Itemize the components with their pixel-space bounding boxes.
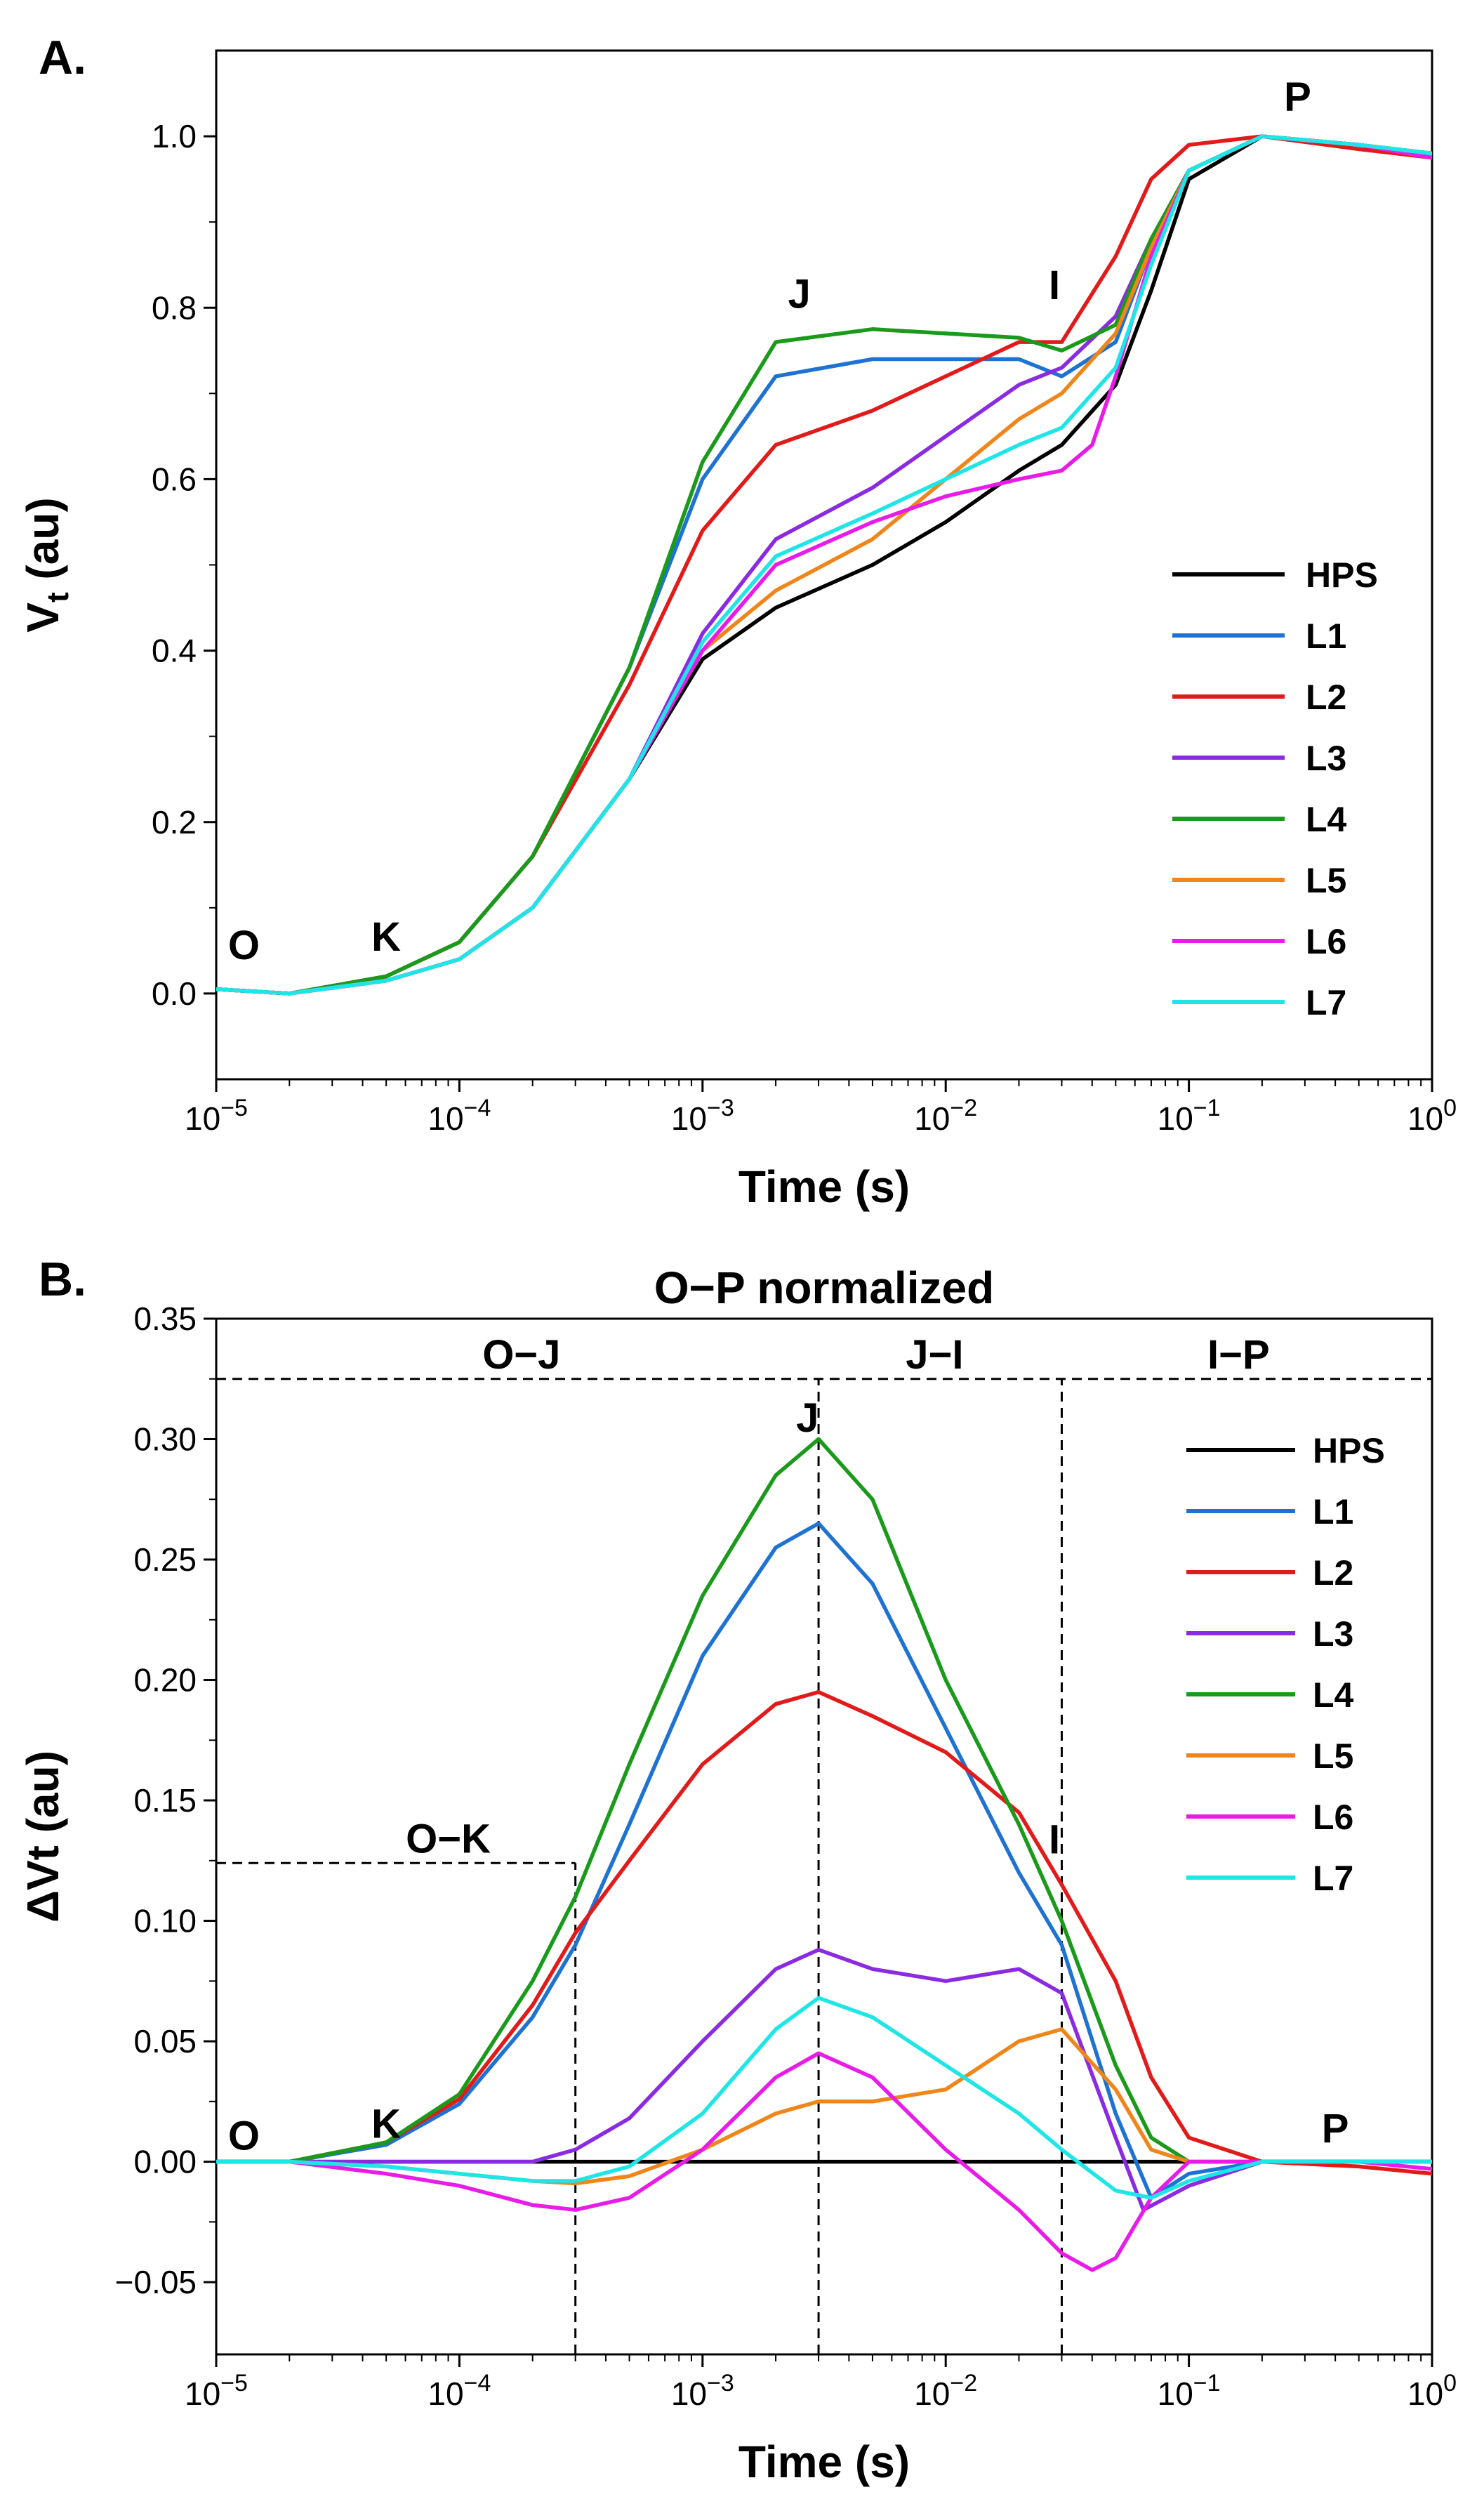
legend-label: L4 (1306, 800, 1347, 839)
phase-label: J−I (906, 1332, 963, 1378)
series-line-l7 (216, 1996, 1432, 2200)
x-axis-label: Time (s) (738, 1161, 910, 1212)
chart-title: O−P normalized (654, 1263, 994, 1313)
y-tick-label: 0.25 (133, 1541, 197, 1578)
x-tick-label: 10−2 (914, 2370, 977, 2412)
legend-label: L4 (1313, 1675, 1354, 1715)
x-axis-label: Time (s) (738, 2437, 910, 2487)
point-label-p: P (1284, 74, 1311, 119)
y-tick-label: 0.00 (133, 2144, 197, 2180)
phase-label: O−J (482, 1332, 560, 1378)
panel-label: A. (39, 31, 86, 84)
legend-label: L6 (1313, 1798, 1353, 1837)
y-tick-label: 0.6 (152, 461, 197, 497)
y-axis-label: Vt (au) (18, 497, 75, 632)
y-tick-label: 0.15 (133, 1782, 197, 1819)
y-tick-label: 0.4 (152, 633, 197, 669)
y-tick-label: 1.0 (152, 118, 197, 154)
point-label-k: K (371, 2101, 401, 2147)
series-line-l2 (216, 1689, 1432, 2176)
chart-panel-a: A. 10−5 10−4 10−3 10−2 10−1 100 0.0 0.2 0.4 0.6 0.8… (18, 31, 1457, 1212)
legend-label: L3 (1306, 739, 1346, 778)
series-group (216, 1437, 1432, 2272)
y-tick-label: 0.30 (133, 1421, 197, 1458)
x-tick-label: 10−3 (671, 2370, 734, 2412)
y-tick-label: 0.35 (133, 1300, 197, 1337)
legend-label: L2 (1313, 1553, 1353, 1593)
legend-label: L3 (1313, 1614, 1353, 1654)
x-tick-label: 10−3 (671, 1095, 734, 1137)
y-tick-label: 0.0 (152, 975, 197, 1012)
point-label-i: I (1049, 1817, 1060, 1863)
series-line-l6 (216, 2051, 1432, 2272)
series-line-l3 (216, 1947, 1432, 2212)
series-line-l1 (216, 1521, 1432, 2200)
x-tick-label: 10−5 (185, 2370, 248, 2412)
legend-label: L5 (1306, 861, 1346, 900)
legend-label: L1 (1306, 617, 1346, 656)
y-tick-label: 0.8 (152, 289, 197, 326)
point-label-j: J (788, 271, 811, 317)
legend-label: L1 (1313, 1492, 1353, 1531)
series-line-l5 (216, 134, 1432, 996)
series-group (216, 134, 1432, 996)
point-label-i: I (1049, 263, 1060, 308)
y-tick-label: 0.20 (133, 1662, 197, 1699)
legend-label: L6 (1306, 922, 1346, 961)
legend-label: HPS (1306, 555, 1378, 595)
y-tick-label: 0.05 (133, 2023, 197, 2059)
point-label-j: J (796, 1395, 819, 1441)
plot-frame (215, 1317, 1433, 2356)
chart-panel-b: B. O−P normalized 10−5 10−4 10−3 10−2 10−1 100 −… (18, 1253, 1457, 2487)
phase-label: O−K (406, 1816, 491, 1861)
legend: HPS L1 L2 L3 L4 L5 L6 L7 (1172, 555, 1378, 1022)
y-axis-label: ΔVt (au) (18, 1751, 68, 1923)
phase-label: I−P (1207, 1332, 1270, 1378)
legend-label: L5 (1313, 1736, 1353, 1776)
legend: HPS L1 L2 L3 L4 L5 L6 L7 (1186, 1431, 1385, 1898)
legend-label: L7 (1306, 983, 1346, 1022)
x-tick-label: 100 (1407, 2370, 1457, 2412)
legend-label: L2 (1306, 678, 1346, 717)
x-tick-label: 10−1 (1158, 2370, 1221, 2412)
y-tick-label: −0.05 (115, 2264, 197, 2300)
point-label-p: P (1322, 2106, 1349, 2151)
point-label-o: O (228, 2113, 260, 2158)
x-tick-label: 10−1 (1158, 1095, 1221, 1137)
x-tick-label: 10−2 (914, 1095, 977, 1137)
point-label-o: O (228, 923, 260, 968)
y-tick-label: 0.2 (152, 804, 197, 841)
x-tick-label: 10−4 (428, 2370, 491, 2412)
panel-label: B. (39, 1253, 86, 1306)
series-line-l4 (216, 1437, 1432, 2164)
x-tick-label: 10−5 (185, 1095, 248, 1137)
x-tick-label: 100 (1407, 1095, 1457, 1137)
x-tick-label: 10−4 (428, 1095, 491, 1137)
legend-label: HPS (1313, 1431, 1385, 1470)
point-label-k: K (371, 914, 401, 960)
legend-label: L7 (1313, 1859, 1353, 1898)
y-tick-label: 0.10 (133, 1903, 197, 1939)
series-line-l7 (216, 134, 1432, 996)
